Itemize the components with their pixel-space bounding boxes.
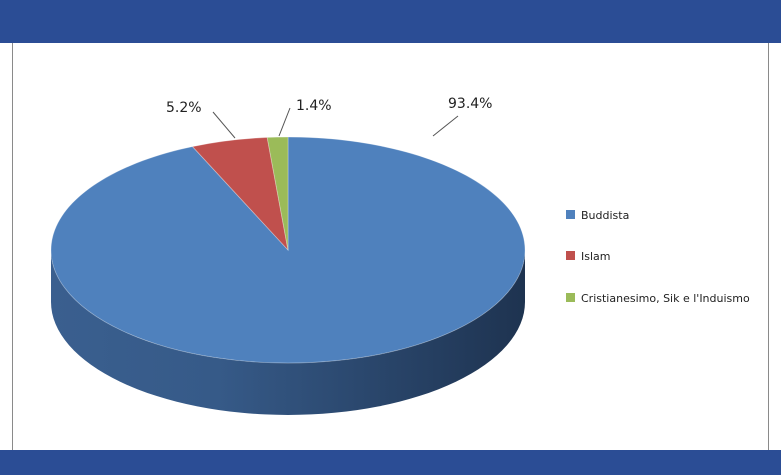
legend-item-islam: Islam — [566, 250, 611, 263]
footer-bar — [0, 450, 781, 475]
legend-label: Islam — [581, 250, 611, 263]
legend-label: Cristianesimo, Sik e l'Induismo — [581, 292, 750, 305]
legend-swatch — [566, 210, 575, 219]
leader-line — [278, 107, 291, 137]
pie-side-wall — [51, 250, 525, 415]
data-label-islam: 5.2% — [166, 100, 202, 116]
legend-swatch — [566, 293, 575, 302]
legend-item-buddista: Buddista — [566, 209, 629, 222]
legend-label: Buddista — [581, 209, 629, 222]
legend-swatch — [566, 251, 575, 260]
legend-item-cristianesimo: Cristianesimo, Sik e l'Induismo — [566, 292, 750, 305]
slice-buddista — [50, 136, 526, 364]
data-label-cristianesimo: 1.4% — [296, 98, 332, 114]
slice-cristianesimo-sik-induismo — [266, 136, 289, 251]
leader-line — [212, 111, 236, 139]
header-bar — [0, 0, 781, 43]
slice-islam — [191, 137, 289, 252]
chart-frame — [12, 43, 769, 450]
data-label-buddista: 93.4% — [448, 96, 492, 112]
leader-line — [432, 115, 459, 137]
